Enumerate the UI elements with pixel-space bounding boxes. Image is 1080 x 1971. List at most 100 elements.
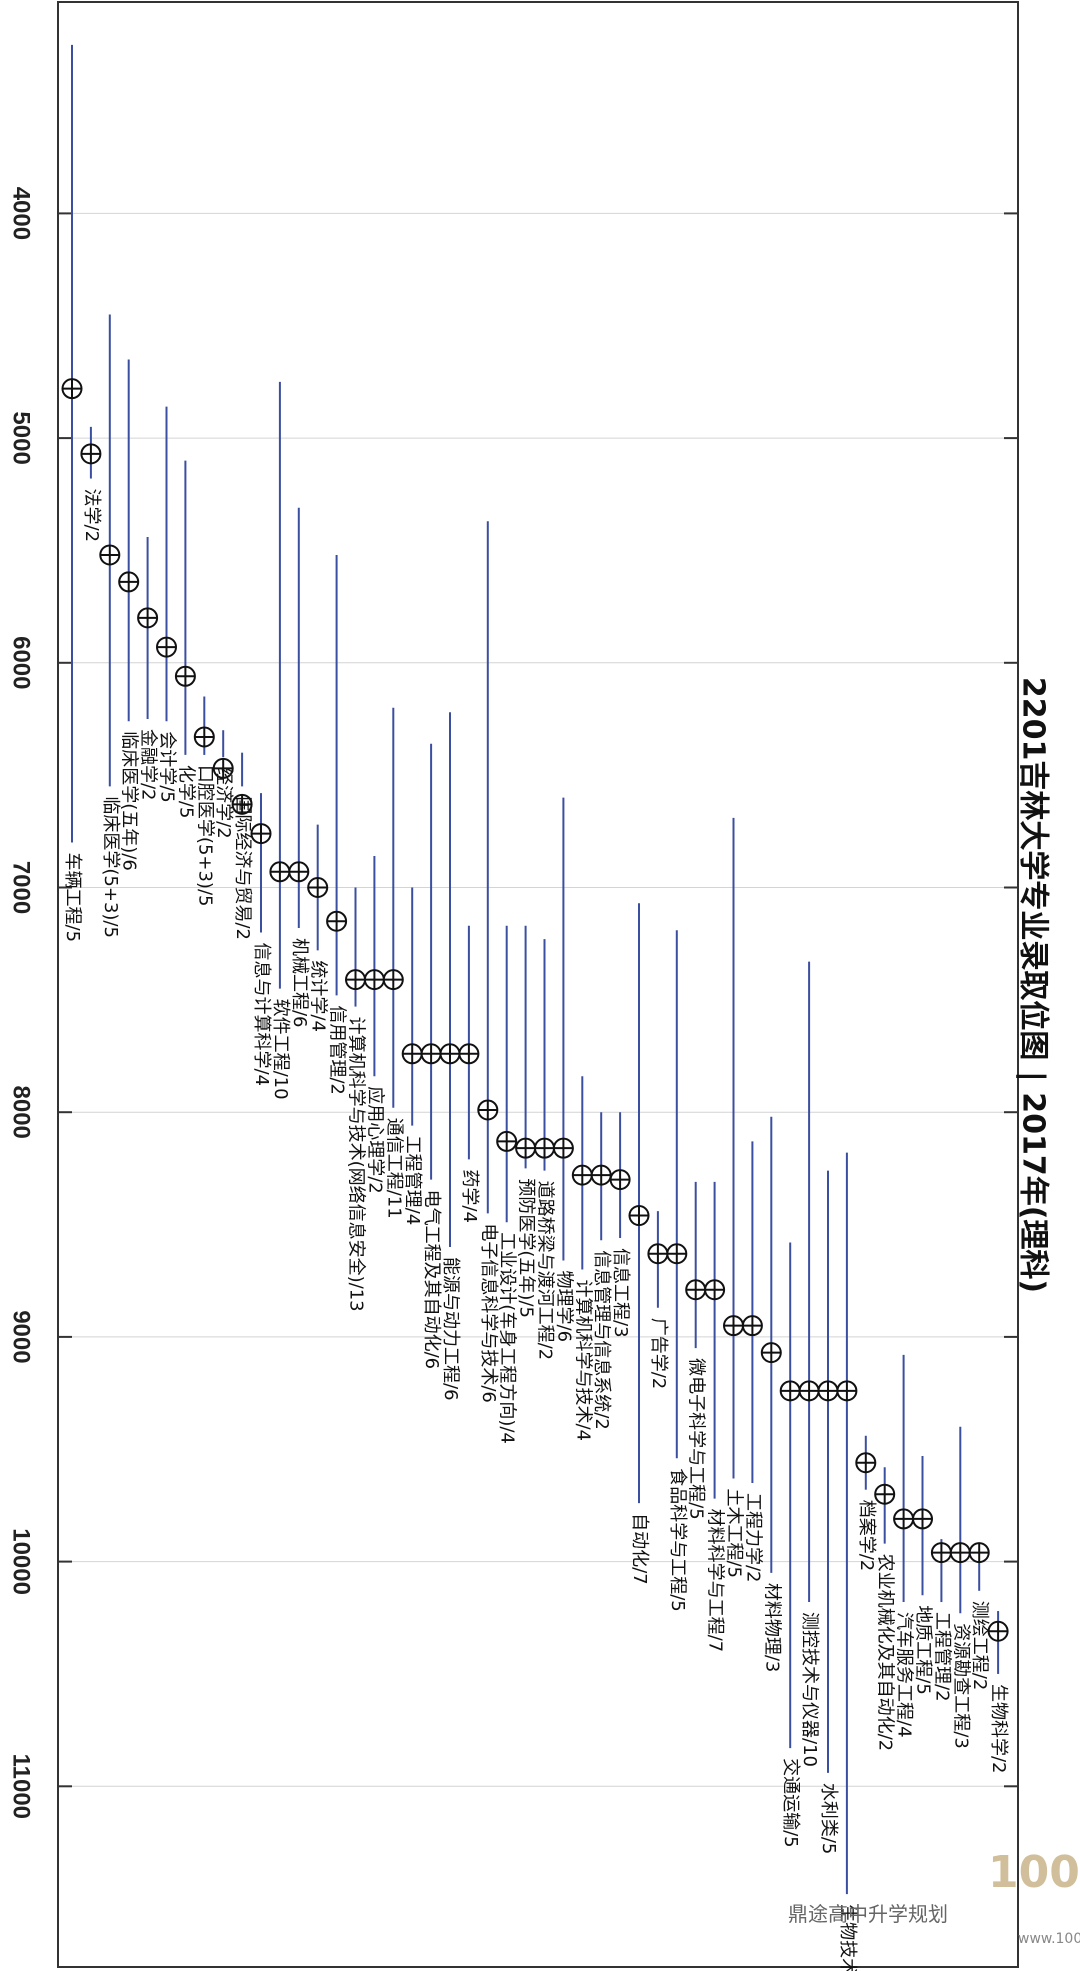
major-label: 资源勘查工程/3 xyxy=(950,1623,971,1749)
major-mark: 生物技术/9 xyxy=(836,1152,858,1971)
major-label: 工业设计(车身工程方向)/4 xyxy=(497,1232,518,1444)
major-mark: 机械工程/6 xyxy=(288,507,310,1028)
tick-label: 6000 xyxy=(8,636,35,689)
major-label: 电子信息科学与技术/6 xyxy=(478,1223,499,1403)
major-label: 物理学/6 xyxy=(553,1271,574,1343)
tick-label: 8000 xyxy=(8,1086,35,1139)
major-label: 法学/2 xyxy=(81,489,102,543)
major-mark: 电子信息科学与技术/6 xyxy=(477,521,499,1403)
major-label: 国际经济与贸易/2 xyxy=(232,796,253,940)
major-mark: 农业机械化及其自动化/2 xyxy=(874,1467,896,1752)
watermark-account: 鼎途高中升学规划 xyxy=(788,1902,948,1926)
major-mark: 化学/5 xyxy=(174,460,196,819)
major-mark: 工业设计(车身工程方向)/4 xyxy=(496,925,518,1444)
major-label: 药学/4 xyxy=(459,1169,480,1223)
major-label: 信息工程/3 xyxy=(610,1248,631,1338)
major-label: 临床医学(五年)/6 xyxy=(119,731,140,871)
major-label: 应用心理学/2 xyxy=(364,1086,385,1194)
major-mark: 经济学/2 xyxy=(212,730,234,839)
major-mark: 车辆工程/5 xyxy=(61,44,83,943)
major-mark: 水利类/5 xyxy=(817,1170,839,1855)
major-mark: 地质工程/5 xyxy=(912,1455,934,1695)
tick-label: 4000 xyxy=(8,187,35,240)
major-mark: 统计学/4 xyxy=(307,824,329,1032)
major-label: 道路桥梁与渡河工程/2 xyxy=(535,1181,556,1361)
major-label: 交通运输/5 xyxy=(780,1758,801,1848)
tick-label: 11000 xyxy=(8,1754,35,1819)
major-mark: 工程管理/2 xyxy=(930,1539,952,1702)
major-label: 预防医学(五年)/5 xyxy=(516,1178,537,1318)
tick-label: 7000 xyxy=(8,861,35,914)
major-label: 口腔医学(5+3)/5 xyxy=(194,765,215,907)
major-mark: 临床医学(5+3)/5 xyxy=(99,314,121,938)
major-label: 材料科学与工程/7 xyxy=(705,1509,726,1653)
major-label: 农业机械化及其自动化/2 xyxy=(875,1554,896,1752)
major-label: 临床医学(5+3)/5 xyxy=(100,796,121,938)
major-mark: 国际经济与贸易/2 xyxy=(231,752,253,940)
major-mark: 材料物理/3 xyxy=(760,1116,782,1673)
major-label: 经济学/2 xyxy=(213,767,234,839)
major-mark: 交通运输/5 xyxy=(779,1242,801,1848)
major-label: 汽车服务工程/4 xyxy=(894,1612,915,1738)
major-label: 档案学/2 xyxy=(856,1500,877,1572)
major-mark: 自动化/7 xyxy=(628,903,650,1585)
major-label: 工程力学/2 xyxy=(742,1493,763,1583)
major-label: 软件工程/10 xyxy=(270,999,291,1100)
major-label: 食品科学与工程/5 xyxy=(667,1468,688,1612)
major-mark: 信息与计算科学/4 xyxy=(250,793,272,1086)
chart-title: 2201吉林大学专业录取位图 | 2017年(理科) xyxy=(1016,677,1051,1293)
major-mark: 软件工程/10 xyxy=(269,381,291,1100)
major-label: 化学/5 xyxy=(175,765,196,819)
major-mark: 食品科学与工程/5 xyxy=(666,930,688,1612)
grid xyxy=(60,212,1016,1787)
major-label: 水利类/5 xyxy=(818,1783,839,1855)
major-label: 计算机科学与技术(网络信息安全)/13 xyxy=(346,1017,367,1312)
major-mark: 计算机科学与技术/4 xyxy=(571,1076,593,1441)
watermark-url: www.100xue.net xyxy=(1018,1931,1080,1947)
watermark: 100百学网 鼎途高中升学规划 www.100xue.net xyxy=(788,1847,1080,1947)
major-mark: 材料科学与工程/7 xyxy=(704,1181,726,1653)
major-mark: 汽车服务工程/4 xyxy=(893,1354,915,1738)
major-label: 车辆工程/5 xyxy=(62,853,83,943)
major-mark: 口腔医学(5+3)/5 xyxy=(193,696,215,907)
major-label: 电气工程及其自动化/6 xyxy=(421,1190,442,1370)
major-mark: 信息管理与信息系统/2 xyxy=(590,1112,612,1430)
major-mark: 生物科学/2 xyxy=(987,1611,1009,1774)
major-mark: 工程力学/2 xyxy=(741,1141,763,1583)
major-label: 信用管理/2 xyxy=(327,1005,348,1095)
major-mark: 金融学/2 xyxy=(137,536,159,801)
major-label: 材料物理/3 xyxy=(761,1583,782,1673)
major-label: 机械工程/6 xyxy=(289,938,310,1028)
major-mark: 计算机科学与技术(网络信息安全)/13 xyxy=(345,887,367,1312)
major-label: 测绘工程/2 xyxy=(969,1601,990,1691)
major-mark: 资源勘查工程/3 xyxy=(949,1426,971,1749)
plot-frame xyxy=(57,1,1019,1968)
major-label: 信息与计算科学/4 xyxy=(251,942,272,1086)
major-mark: 信息工程/3 xyxy=(609,1112,631,1338)
major-label: 工程管理/4 xyxy=(402,1136,423,1226)
major-mark: 测控技术与仪器/10 xyxy=(798,961,820,1767)
major-mark: 能源与动力工程/6 xyxy=(439,712,461,1401)
major-label: 广告学/2 xyxy=(648,1318,669,1390)
major-label: 能源与动力工程/6 xyxy=(440,1257,461,1401)
major-mark: 应用心理学/2 xyxy=(363,856,385,1194)
chart-marks: 车辆工程/5 法学/2 临床医学(5+3)/5临床医学(五年)/6金融学/2会计学/… xyxy=(61,44,1009,1971)
tick-label: 9000 xyxy=(8,1310,35,1363)
major-mark: 预防医学(五年)/5 xyxy=(515,925,537,1318)
major-label: 自动化/7 xyxy=(629,1513,650,1585)
major-label: 微电子科学与工程/5 xyxy=(686,1358,707,1520)
major-mark: 临床医学(五年)/6 xyxy=(118,359,140,871)
major-mark: 物理学/6 xyxy=(552,797,574,1343)
major-mark: 法学/2 xyxy=(80,426,102,543)
major-label: 信息管理与信息系统/2 xyxy=(591,1250,612,1430)
major-mark: 工程管理/4 xyxy=(401,887,423,1226)
major-label: 统计学/4 xyxy=(308,960,329,1032)
tick-label: 5000 xyxy=(8,411,35,464)
axis-ticks: 4000 5000 6000 7000 8000 9000 10000 11000 xyxy=(8,187,1018,1819)
major-mark: 微电子科学与工程/5 xyxy=(685,1181,707,1520)
major-mark: 土木工程/5 xyxy=(723,817,745,1578)
major-mark: 电气工程及其自动化/6 xyxy=(420,743,442,1370)
major-mark: 信用管理/2 xyxy=(326,554,348,1095)
major-label: 生物科学/2 xyxy=(988,1684,1009,1774)
